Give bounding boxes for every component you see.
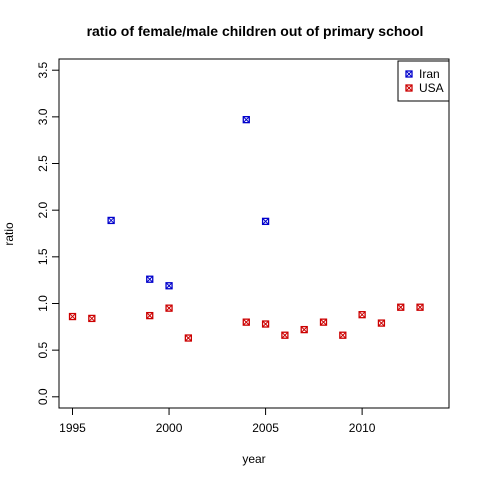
x-tick-label: 1995 [59, 421, 86, 435]
data-point-usa [339, 331, 347, 339]
y-tick-label: 0.0 [36, 388, 50, 405]
data-point-usa [68, 312, 77, 321]
x-axis-label: year [242, 452, 265, 466]
data-point-usa [184, 334, 193, 342]
data-point-usa [261, 320, 270, 328]
y-axis-label: ratio [2, 222, 16, 246]
y-tick-label: 0.5 [36, 341, 50, 358]
data-point-usa [300, 325, 308, 334]
legend-marker-usa [405, 84, 413, 92]
data-point-iran [107, 216, 115, 225]
data-point-iran [165, 282, 173, 290]
legend-label-iran: Iran [419, 67, 440, 81]
data-point-usa [416, 303, 424, 311]
x-axis: 1995 2000 2005 2010 [59, 407, 376, 435]
y-axis: 0.0 0.5 1.0 1.5 2.0 2.5 3.0 3.5 [36, 62, 60, 405]
y-tick-label: 2.0 [36, 202, 50, 219]
data-point-usa [88, 314, 96, 323]
y-tick-label: 3.0 [36, 108, 50, 125]
data-point-usa [165, 304, 173, 312]
y-tick-label: 1.0 [36, 295, 50, 312]
y-tick-label: 2.5 [36, 155, 50, 172]
data-point-usa [358, 311, 366, 319]
x-tick-label: 2000 [156, 421, 183, 435]
data-point-iran [261, 217, 270, 226]
chart-title: ratio of female/male children out of pri… [87, 23, 424, 39]
legend-label-usa: USA [419, 81, 444, 95]
data-point-usa [146, 311, 154, 320]
x-tick-label: 2010 [349, 421, 376, 435]
legend-box [397, 60, 450, 102]
data-point-usa [397, 303, 405, 311]
y-tick-label: 3.5 [36, 62, 50, 79]
data-point-usa [281, 331, 289, 339]
data-points [68, 116, 424, 342]
data-point-usa [377, 319, 386, 327]
data-point-iran [242, 116, 250, 124]
plot-area-frame [58, 58, 450, 409]
data-point-usa [319, 318, 328, 326]
x-tick-label: 2005 [252, 421, 279, 435]
data-point-usa [242, 318, 250, 326]
y-tick-label: 1.5 [36, 248, 50, 265]
data-point-iran [146, 275, 154, 283]
legend-marker-iran [405, 70, 413, 78]
